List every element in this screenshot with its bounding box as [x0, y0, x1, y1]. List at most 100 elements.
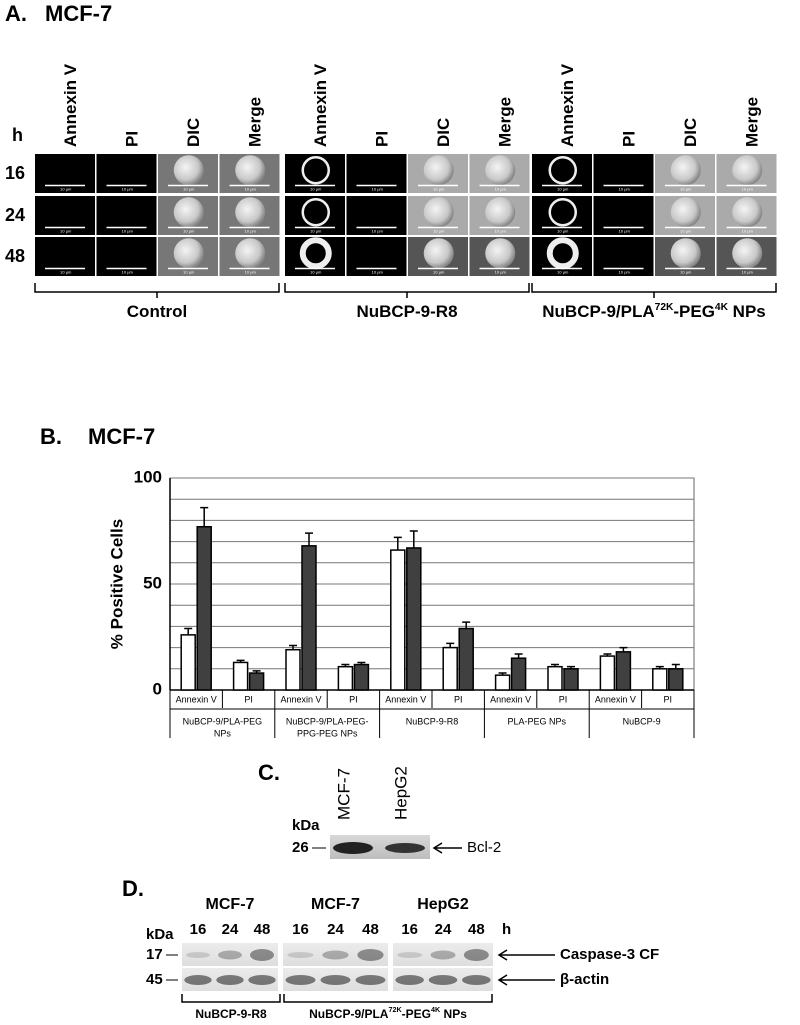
scale-label: 10 µm: [495, 229, 507, 234]
bar: [406, 547, 422, 691]
blot: [393, 968, 493, 991]
panel-title: MCF-7: [45, 1, 112, 26]
scale-label: 10 µm: [742, 229, 754, 234]
row-label: 24: [5, 205, 25, 225]
micrograph: [96, 154, 157, 193]
bar: [668, 668, 684, 691]
scale-label: 10 µm: [183, 187, 195, 192]
band-label: β-actin: [560, 971, 609, 988]
error-bar: [305, 532, 313, 546]
cell: [485, 238, 516, 269]
blot: [393, 943, 493, 966]
micrograph: [35, 237, 95, 276]
label-part: Control: [127, 302, 187, 321]
column-header: PI: [123, 131, 142, 147]
row-label: 48: [5, 246, 25, 266]
x-tick-label: PI: [454, 694, 463, 704]
scale-label: 10 µm: [495, 270, 507, 275]
column-header: Annexin V: [558, 63, 577, 147]
chart-title: MCF-7: [88, 424, 155, 449]
bar: [353, 663, 370, 691]
scale-label: 10 µm: [310, 187, 322, 192]
lane-label: 16: [190, 921, 207, 938]
cell: [732, 238, 763, 269]
micrograph: [285, 154, 345, 193]
lane-label: 16: [401, 921, 418, 938]
group-label: NuBCP-9/PLA72K-PEG4K NPs: [542, 302, 766, 321]
scale-label: 10 µm: [310, 229, 322, 234]
scale-label: 10 µm: [742, 187, 754, 192]
scale-label: 10 µm: [60, 270, 72, 275]
error-bar: [200, 506, 209, 527]
y-axis-label: % Positive Cells: [107, 519, 126, 649]
bar: [494, 674, 511, 691]
y-tick-label: 100: [134, 467, 162, 486]
error-bar: [462, 621, 471, 629]
scale-label: 10 µm: [372, 270, 384, 275]
x-tick-label: Annexin V: [385, 694, 426, 704]
band: [333, 842, 373, 854]
treatment-label: NuBCP-9/PLA72K-PEG4K NPs: [309, 1005, 467, 1021]
lane-label: HepG2: [391, 766, 410, 820]
scale-label: 10 µm: [619, 187, 631, 192]
scale-label: 10 µm: [742, 270, 754, 275]
bar: [248, 672, 265, 691]
scale-label: 10 µm: [183, 270, 195, 275]
bracket: [531, 283, 777, 298]
error-bar: [357, 661, 366, 665]
group-label: NuBCP-9-R8: [406, 716, 459, 726]
y-tick-label: 0: [153, 679, 162, 698]
error-bar: [671, 663, 680, 669]
blot-label: MCF-7: [206, 896, 255, 913]
error-bar: [567, 665, 575, 669]
micrograph: [35, 154, 95, 193]
blot-label: HepG2: [417, 896, 469, 913]
micrograph: [532, 154, 592, 193]
x-tick-label: Annexin V: [490, 694, 531, 704]
panel-label: A.: [5, 1, 27, 26]
row-label: 16: [5, 163, 25, 183]
band-label: Bcl-2: [467, 839, 501, 856]
error-bar: [289, 644, 297, 650]
error-bar: [184, 627, 193, 635]
scale-label: 10 µm: [245, 229, 257, 234]
blot: [283, 943, 388, 966]
panel-label: C.: [258, 760, 280, 785]
bracket: [34, 283, 280, 298]
group-label: NuBCP-9: [623, 716, 661, 726]
cell-stain: [299, 237, 332, 270]
column-header: Merge: [743, 97, 762, 147]
lane-label: 24: [327, 921, 344, 938]
micrograph: [593, 196, 654, 235]
cell: [173, 238, 204, 269]
cell: [173, 155, 204, 186]
panel-label: D.: [122, 876, 144, 901]
cell: [732, 197, 763, 228]
scale-label: 10 µm: [245, 187, 257, 192]
bar: [547, 665, 563, 691]
column-header: Merge: [496, 97, 515, 147]
label-part: -PEG: [402, 1007, 431, 1021]
scale-label: 10 µm: [310, 270, 322, 275]
label-part: -PEG: [673, 302, 715, 321]
scale-label: 10 µm: [680, 270, 692, 275]
group-label: PPG-PEG NPs: [297, 728, 358, 738]
error-bar: [603, 653, 612, 657]
lane-label: 48: [254, 921, 271, 938]
label-part: NuBCP-9-R8: [195, 1007, 267, 1021]
bar: [390, 549, 406, 691]
error-bar: [619, 646, 628, 652]
error-bar: [514, 653, 523, 659]
micrograph: [346, 154, 407, 193]
band-label: Caspase-3 CF: [560, 946, 659, 963]
bar: [337, 665, 354, 691]
lane-label: 16: [292, 921, 309, 938]
x-tick-label: PI: [244, 694, 253, 704]
bar: [196, 526, 212, 691]
x-tick-label: PI: [559, 694, 568, 704]
micrograph: [35, 196, 95, 235]
bracket: [284, 283, 530, 298]
column-header: DIC: [681, 118, 700, 147]
error-bar: [236, 659, 245, 663]
blot-label: MCF-7: [311, 896, 360, 913]
